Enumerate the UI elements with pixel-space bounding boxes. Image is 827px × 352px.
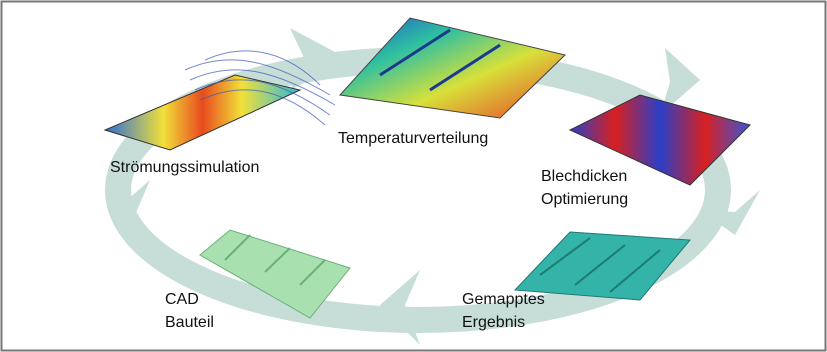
node-label: Blechdicken: [541, 168, 627, 185]
diagram: Strömungssimulation Temperaturverteilung…: [0, 0, 827, 352]
node-label: Gemapptes: [462, 291, 545, 308]
node-label: Temperaturverteilung: [338, 130, 488, 147]
node-label: Strömungssimulation: [110, 159, 259, 176]
node-label: Optimierung: [541, 191, 628, 208]
node-label: CAD: [165, 291, 199, 308]
node-label: Bauteil: [165, 314, 214, 331]
node-label: Ergebnis: [462, 314, 525, 331]
